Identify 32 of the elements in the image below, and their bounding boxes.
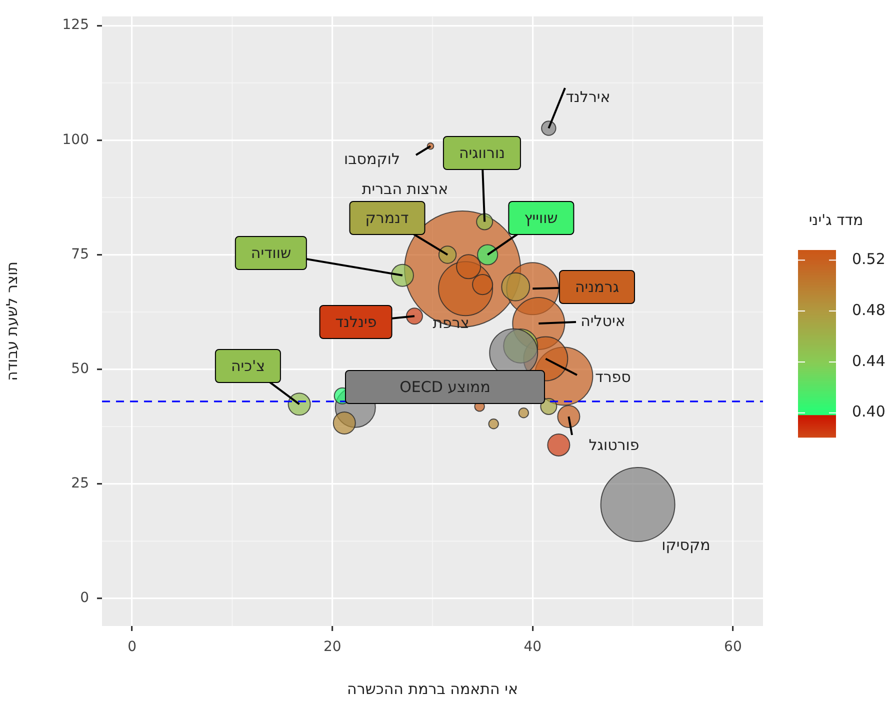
y-tick-label: 0 (80, 590, 89, 606)
label-box: דנמרק (349, 201, 425, 235)
color-bar-label: 0.44 (852, 352, 886, 370)
y-tick-label: 50 (71, 360, 89, 377)
y-tick-label: 100 (62, 132, 89, 148)
color-bar-label: 0.40 (852, 402, 886, 421)
label-box: גרמניה (559, 270, 635, 304)
color-bar-title: מדד ג'יני (808, 210, 864, 229)
annotation: אירלנד (566, 88, 610, 106)
annotation: מקסיקו (662, 536, 710, 554)
annotation: פורטוגל (588, 436, 640, 454)
color-bar-label: 0.48 (852, 300, 886, 319)
x-axis-title: אי התאמה ברמת ההכשרה (347, 680, 518, 698)
x-tick-label: 40 (524, 639, 542, 656)
annotation: לוקמסבו (344, 150, 400, 168)
x-tick-label: 20 (323, 639, 342, 656)
y-tick-label: 125 (62, 17, 89, 34)
annotation: ספרד (595, 368, 631, 386)
label-box: פינלנד (319, 305, 393, 339)
y-tick-label: 25 (71, 476, 89, 492)
y-axis-title: תוצר לשעת עבודה (2, 262, 21, 381)
x-tick-label: 0 (128, 639, 137, 656)
label-box: שוודיה (234, 236, 308, 270)
color-bar-label: 0.52 (852, 250, 886, 268)
annotation: איטליה (580, 312, 626, 330)
label-box: צ'כיה (214, 349, 282, 383)
y-tick-label: 75 (71, 246, 89, 262)
label-box: שווייץ (508, 201, 574, 235)
x-tick-label: 60 (724, 639, 742, 656)
label-box: נורווגיה (442, 136, 522, 170)
annotation: ארצות הברית (362, 180, 448, 198)
label-box: ממוצע OECD (345, 370, 545, 404)
